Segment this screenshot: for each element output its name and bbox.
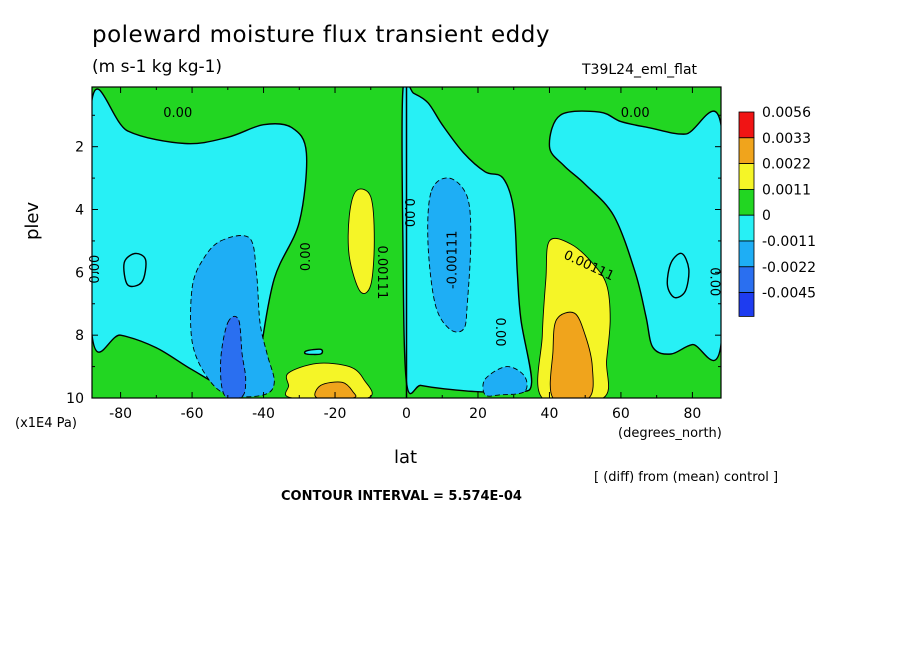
colorbar-label: 0 (762, 208, 771, 224)
contour-region (123, 252, 147, 288)
contour-region (548, 110, 721, 362)
contour-region (482, 366, 528, 397)
contour-label: 0.00 (492, 318, 507, 347)
y-tick-label: 6 (75, 265, 84, 281)
contour-label: 0.00 (163, 106, 192, 121)
colorbar-swatch (738, 163, 755, 190)
y-tick-label: 10 (66, 391, 84, 407)
y-tick-label: 2 (75, 140, 84, 156)
contour-label: 0.00111 (374, 245, 389, 299)
x-tick-label: 60 (612, 406, 630, 422)
x-axis-unit: (degrees_north) (618, 426, 722, 441)
contour-label: -0.00111 (445, 231, 460, 289)
contour-label: 0.00 (401, 198, 416, 227)
chart-title: poleward moisture flux transient eddy (92, 22, 550, 48)
contour-label: 0.00 (88, 255, 103, 284)
contour-region (666, 252, 690, 299)
colorbar-swatch (738, 137, 755, 165)
colorbar-label: -0.0011 (762, 234, 816, 250)
colorbar-label: -0.0022 (762, 260, 816, 276)
contour-regions (92, 87, 721, 398)
colorbar-label: 0.0011 (762, 182, 811, 198)
run-label: T39L24_eml_flat (582, 62, 698, 78)
contour-region (314, 381, 357, 398)
diff-note: [ (diff) from (mean) control ] (594, 470, 779, 485)
contour-region (347, 188, 375, 294)
x-tick-label: -20 (324, 406, 347, 422)
contour-label: 0.00 (621, 106, 650, 121)
y-tick-label: 4 (75, 203, 84, 219)
x-tick-label: 40 (541, 406, 559, 422)
y-tick-label: 8 (75, 328, 84, 344)
colorbar-label: 0.0056 (762, 105, 811, 121)
colorbar-swatch (738, 188, 755, 216)
colorbar-swatch (738, 214, 755, 242)
contour-region (427, 177, 472, 333)
contour-interval: CONTOUR INTERVAL = 5.574E-04 (281, 489, 522, 504)
colorbar-label: 0.0033 (762, 131, 811, 147)
colorbar-label: -0.0045 (762, 286, 816, 302)
contour-label: 0.00 (706, 267, 721, 296)
x-tick-label: -60 (181, 406, 204, 422)
colorbar-swatch (738, 111, 755, 139)
x-tick-label: -40 (252, 406, 275, 422)
chart-subtitle: (m s-1 kg kg-1) (92, 57, 223, 77)
x-tick-label: -80 (109, 406, 132, 422)
x-tick-label: 0 (402, 406, 411, 422)
y-axis-unit: (x1E4 Pa) (15, 416, 77, 431)
contour-label: 0.00 (299, 242, 314, 271)
contour-region (220, 315, 247, 398)
x-tick-label: 20 (469, 406, 487, 422)
x-axis-label: lat (394, 447, 418, 468)
contour-region (303, 348, 324, 356)
x-tick-label: 80 (683, 406, 701, 422)
contour-region (549, 311, 594, 398)
colorbar-swatch (738, 240, 755, 268)
colorbar-label: 0.0022 (762, 157, 811, 173)
colorbar-swatch (738, 266, 755, 293)
colorbar-swatch (738, 292, 755, 317)
